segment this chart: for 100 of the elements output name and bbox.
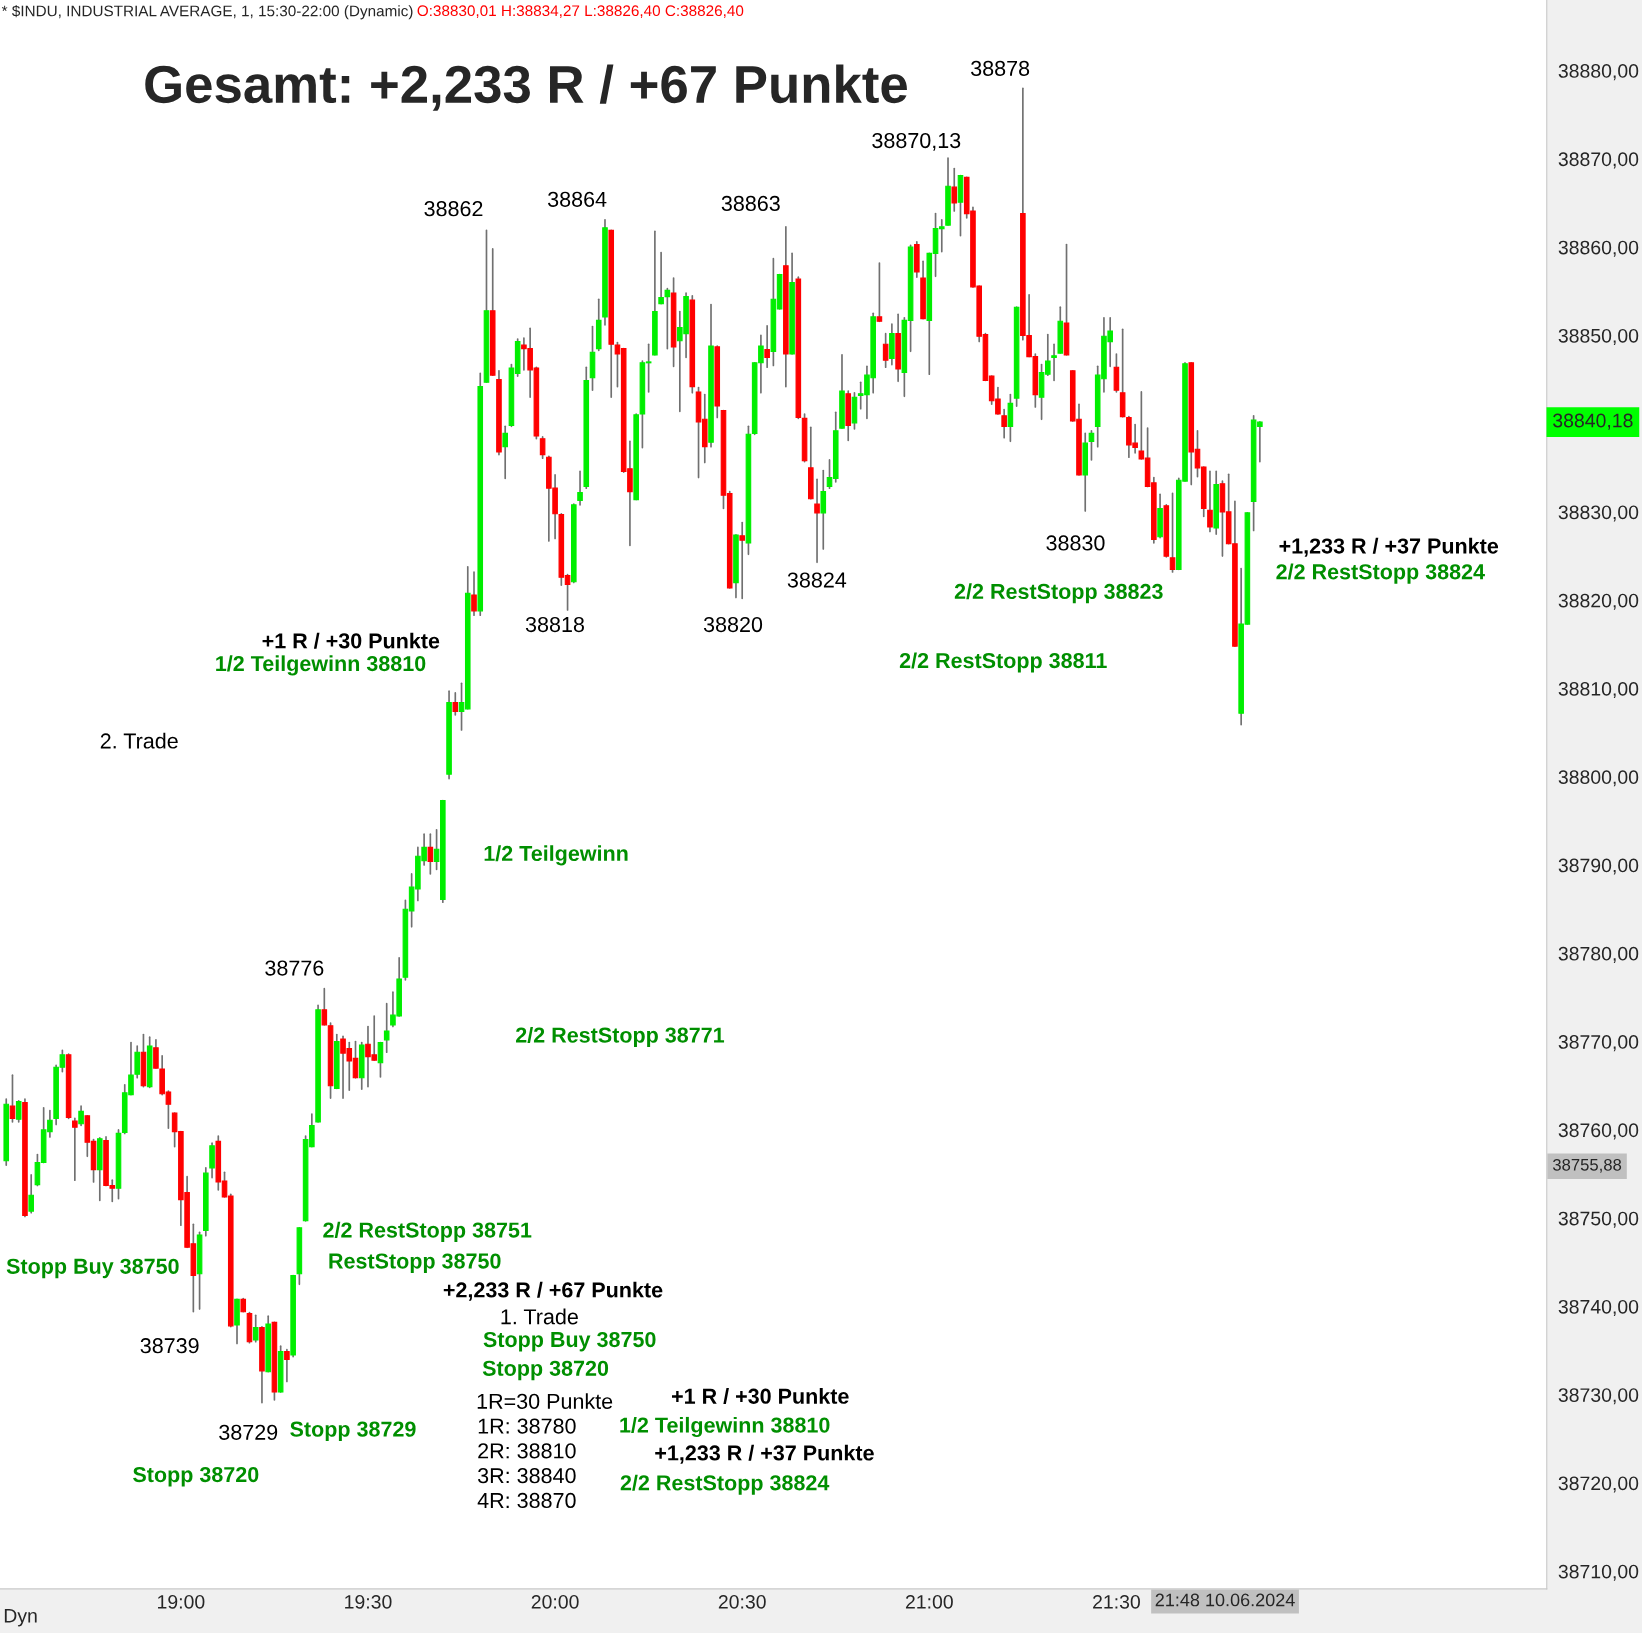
candlestick <box>321 987 328 1026</box>
candlestick <box>539 436 546 459</box>
candlestick <box>820 469 827 550</box>
annotation: 3R: 38840 <box>477 1468 576 1484</box>
annotation: 38878 <box>971 60 1030 77</box>
annotation: 38739 <box>140 1338 199 1354</box>
annotation: Stopp 38720 <box>133 1466 259 1487</box>
y-tick-label: 38770,00 <box>1558 1035 1639 1052</box>
candlestick <box>471 571 477 617</box>
text: Dyn <box>4 1609 37 1627</box>
annotation: 38830 <box>1046 535 1105 551</box>
annotation: Stopp Buy 38750 <box>483 1331 656 1352</box>
candlestick <box>814 478 820 564</box>
annotation: 38870,13 <box>872 132 961 151</box>
text: 38840,18 <box>1553 413 1633 430</box>
x-tick-label: 19:00 <box>158 1594 205 1609</box>
y-tick-label: 38800,00 <box>1558 770 1639 787</box>
candlestick <box>951 167 958 212</box>
annotation: 2/2 RestStopp 38771 <box>516 1026 725 1047</box>
y-tick-label: 38710,00 <box>1558 1564 1639 1581</box>
candlestick <box>1007 393 1014 443</box>
chart-subtitle: * $INDU, INDUSTRIAL AVERAGE, 1, 15:30-22:00 (Dynamic) <box>1 4 413 20</box>
candlestick <box>1051 343 1057 382</box>
candlestick <box>134 1045 141 1079</box>
x-tick-label: 21:00 <box>905 1594 953 1609</box>
y-tick-label: 38860,00 <box>1558 240 1639 257</box>
annotation: 2/2 RestStopp 38824 <box>1276 563 1485 584</box>
y-tick-label: 38810,00 <box>1558 682 1639 699</box>
candlestick <box>78 1105 84 1127</box>
annotation: +1 R / +30 Punkte <box>672 1388 849 1405</box>
candlestick <box>1001 408 1007 439</box>
annotation: +1,233 R / +37 Punkte <box>1279 537 1499 557</box>
annotation: 38824 <box>787 572 847 588</box>
annotation: 1R=30 Punkte <box>477 1393 613 1409</box>
y-tick-label: 38880,00 <box>1558 64 1639 81</box>
text: Gesamt: +2,233 R / +67 Punkte <box>145 64 907 111</box>
candlestick <box>72 1117 78 1182</box>
annotation: 2/2 RestStopp 38811 <box>899 652 1107 673</box>
candlestick <box>284 1348 290 1383</box>
annotation: +1,233 R / +37 Punkte <box>655 1444 874 1464</box>
annotation: O:38830,01 H:38834,27 L:38826,40 C:38826,40 <box>417 5 744 18</box>
candlestick <box>1169 492 1176 573</box>
candlestick <box>209 1142 215 1179</box>
annotation: Stopp Buy 38750 <box>6 1258 179 1279</box>
annotation: 38729 <box>219 1424 278 1440</box>
annotation: 4R: 38870 <box>477 1492 576 1509</box>
annotation: RestStopp 38750 <box>329 1253 501 1273</box>
annotation: 2/2 RestStopp 38824 <box>620 1474 830 1495</box>
annotation: 38862 <box>424 201 483 217</box>
annotation: 1/2 Teilgewinn <box>484 845 628 866</box>
candlestick <box>1113 353 1120 393</box>
annotation: 38776 <box>265 960 324 976</box>
annotation: 2. Trade <box>100 732 178 749</box>
annotation: 1/2 Teilgewinn 38810 <box>620 1416 830 1438</box>
annotation: 2R: 38810 <box>478 1443 576 1459</box>
annotation: Stopp 38720 <box>482 1360 609 1381</box>
candlestick <box>502 425 508 480</box>
candlestick <box>882 332 889 369</box>
annotation: 38863 <box>721 195 780 212</box>
candlestick <box>15 1099 22 1123</box>
candlestick <box>28 1174 34 1214</box>
candlestick <box>9 1074 16 1123</box>
annotation: Stopp 38729 <box>290 1421 416 1442</box>
annotation: 2/2 RestStopp 38823 <box>954 583 1163 604</box>
annotation: 38818 <box>525 616 584 633</box>
candlestick <box>764 324 770 369</box>
candlestick <box>664 287 671 350</box>
y-tick-label: 38790,00 <box>1558 858 1639 875</box>
y-tick-label: 38720,00 <box>1558 1476 1639 1493</box>
text: 21:48 10.06.2024 <box>1155 1593 1295 1607</box>
candlestick <box>739 521 745 600</box>
y-tick-label: 38750,00 <box>1558 1211 1639 1228</box>
y-tick-label: 38760,00 <box>1558 1123 1639 1140</box>
candlestick <box>658 251 664 305</box>
annotation: +2,233 R / +67 Punkte <box>443 1281 663 1301</box>
annotation: 1. Trade <box>501 1308 578 1325</box>
y-tick-label: 38740,00 <box>1558 1299 1639 1316</box>
y-tick-label: 38850,00 <box>1558 328 1639 345</box>
candlestick <box>577 470 583 506</box>
candlestick <box>427 833 434 875</box>
x-tick-label: 21:30 <box>1093 1594 1140 1609</box>
annotation: +1 R / +30 Punkte <box>262 632 440 649</box>
y-tick-label: 38730,00 <box>1558 1388 1639 1405</box>
y-tick-label: 38830,00 <box>1558 505 1639 522</box>
y-tick-label: 38870,00 <box>1558 152 1639 169</box>
candlestick <box>1088 429 1095 461</box>
candlestick <box>876 262 883 323</box>
y-tick-label: 38780,00 <box>1558 946 1639 963</box>
annotation: 38864 <box>547 191 607 207</box>
annotation: 38820 <box>703 616 763 633</box>
text: 38755,88 <box>1552 1158 1622 1173</box>
candlestick <box>1207 470 1213 533</box>
x-tick-label: 20:00 <box>531 1594 579 1609</box>
y-tick-label: 38820,00 <box>1558 593 1639 610</box>
x-tick-label: 19:30 <box>345 1594 392 1609</box>
annotation: 2/2 RestStopp 38751 <box>323 1221 532 1242</box>
annotation: 1R: 38780 <box>478 1418 576 1434</box>
annotation: 1/2 Teilgewinn 38810 <box>216 655 426 676</box>
candlestick <box>452 692 459 716</box>
candlestick <box>383 1002 390 1054</box>
